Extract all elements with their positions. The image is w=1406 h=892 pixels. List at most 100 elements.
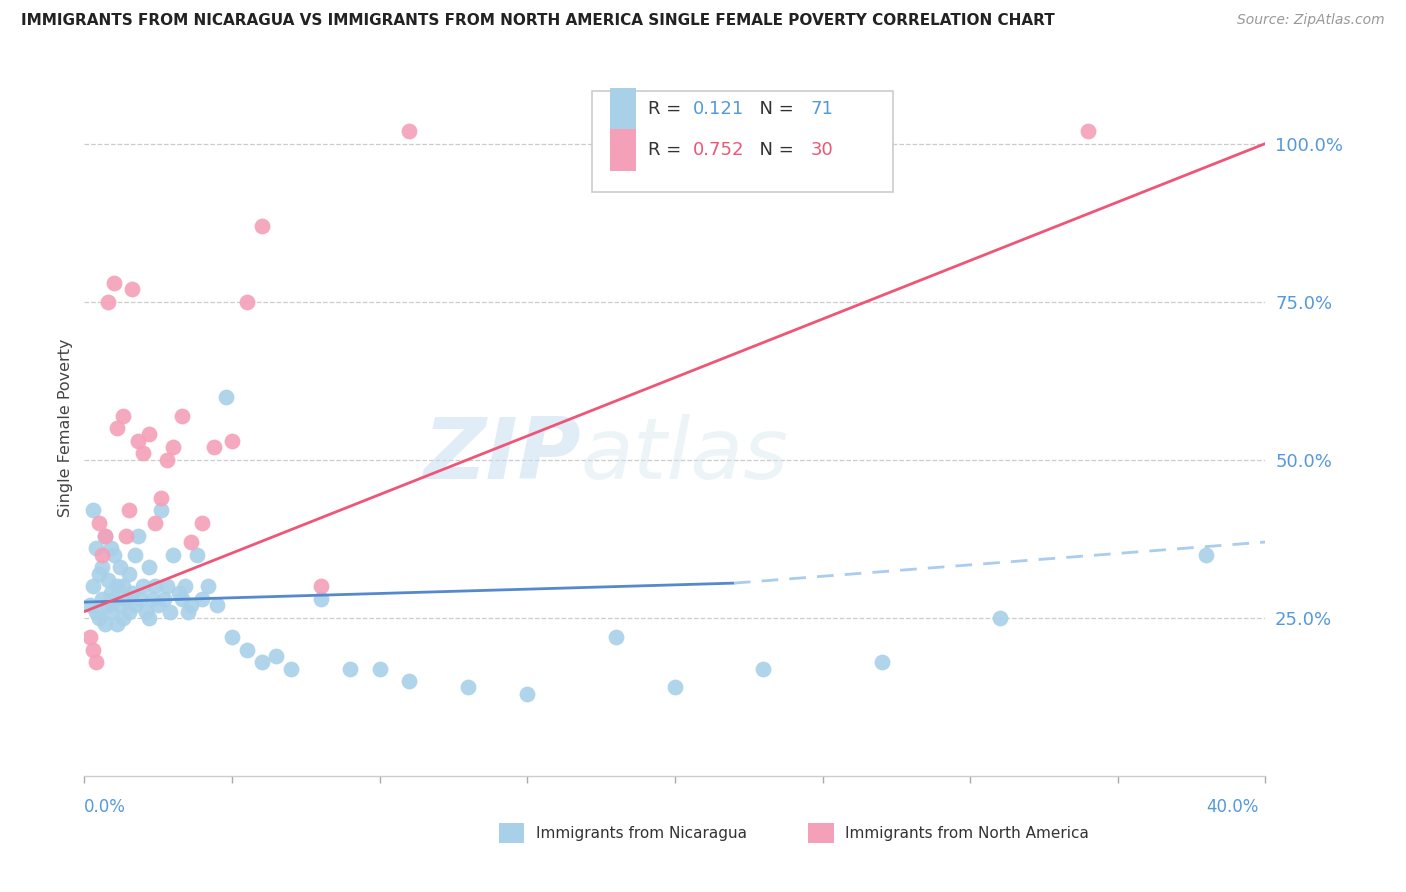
Point (398, 124, 420, 138)
Point (94, 617, 117, 632)
Point (368, 661, 391, 675)
Point (457, 681, 479, 695)
Text: 0.752: 0.752 (693, 141, 744, 160)
Point (97, 294, 120, 309)
Point (79, 630, 101, 644)
Point (105, 579, 128, 593)
Point (91, 548, 114, 562)
FancyBboxPatch shape (592, 91, 893, 192)
Point (89, 516, 111, 530)
Point (135, 605, 157, 619)
Point (150, 491, 173, 505)
Point (121, 282, 143, 296)
Point (121, 585, 143, 599)
Point (124, 548, 146, 562)
Point (170, 409, 193, 423)
Point (167, 585, 190, 599)
Text: IMMIGRANTS FROM NICARAGUA VS IMMIGRANTS FROM NORTH AMERICA SINGLE FEMALE POVERTY: IMMIGRANTS FROM NICARAGUA VS IMMIGRANTS … (21, 13, 1054, 29)
Point (236, 294, 259, 309)
Point (870, 655, 893, 669)
Point (264, 648, 288, 663)
Point (108, 560, 131, 574)
Point (143, 579, 166, 593)
Text: 40.0%: 40.0% (1206, 797, 1258, 815)
Text: Immigrants from North America: Immigrants from North America (845, 826, 1088, 840)
FancyBboxPatch shape (610, 88, 636, 130)
Point (173, 579, 195, 593)
Point (94, 529, 117, 543)
Text: Immigrants from Nicaragua: Immigrants from Nicaragua (536, 826, 747, 840)
Point (177, 605, 200, 619)
Point (150, 503, 173, 517)
Point (221, 434, 243, 448)
Y-axis label: Single Female Poverty: Single Female Poverty (58, 339, 73, 517)
Text: 71: 71 (811, 100, 834, 118)
Point (111, 611, 134, 625)
FancyBboxPatch shape (610, 129, 636, 171)
Point (79, 599, 101, 613)
Point (108, 599, 131, 613)
Point (156, 579, 179, 593)
Point (132, 579, 155, 593)
Point (111, 579, 134, 593)
Text: atlas: atlas (581, 415, 789, 498)
Point (202, 440, 225, 454)
Point (84, 655, 107, 669)
Point (103, 591, 125, 606)
Point (180, 535, 202, 549)
Point (127, 529, 149, 543)
Point (988, 611, 1011, 625)
Point (97, 573, 120, 587)
Point (141, 591, 163, 606)
Point (186, 548, 208, 562)
Point (138, 560, 160, 574)
Point (752, 661, 775, 675)
Text: 0.121: 0.121 (693, 100, 744, 118)
Point (162, 440, 184, 454)
Point (94, 529, 117, 543)
Point (124, 599, 146, 613)
Point (664, 681, 686, 695)
Point (205, 599, 228, 613)
Point (118, 503, 141, 517)
Point (132, 446, 155, 460)
Point (398, 674, 420, 689)
Point (180, 599, 202, 613)
Point (215, 390, 238, 404)
Point (191, 516, 214, 530)
Point (280, 661, 302, 675)
Point (89, 611, 111, 625)
Point (309, 591, 332, 606)
Text: ZIP: ZIP (423, 415, 581, 498)
Point (221, 630, 243, 644)
Point (148, 599, 170, 613)
Point (250, 655, 273, 669)
Point (191, 591, 214, 606)
Point (97, 599, 120, 613)
Point (105, 617, 128, 632)
Point (138, 611, 160, 625)
Point (118, 566, 141, 581)
Text: R =: R = (648, 100, 686, 118)
Text: N =: N = (748, 141, 800, 160)
Text: 30: 30 (811, 141, 834, 160)
Point (100, 541, 122, 556)
Point (84, 605, 107, 619)
Point (127, 434, 149, 448)
Point (91, 560, 114, 574)
Point (236, 642, 259, 657)
Point (89, 566, 111, 581)
Point (129, 591, 152, 606)
Point (138, 427, 160, 442)
Text: 0.0%: 0.0% (84, 797, 127, 815)
Point (170, 591, 193, 606)
Point (159, 605, 181, 619)
Point (114, 529, 136, 543)
Point (100, 605, 122, 619)
Text: R =: R = (648, 141, 686, 160)
Point (103, 276, 125, 290)
Point (100, 585, 122, 599)
Point (82, 642, 104, 657)
Text: Source: ZipAtlas.com: Source: ZipAtlas.com (1237, 13, 1385, 28)
Point (1195, 548, 1218, 562)
